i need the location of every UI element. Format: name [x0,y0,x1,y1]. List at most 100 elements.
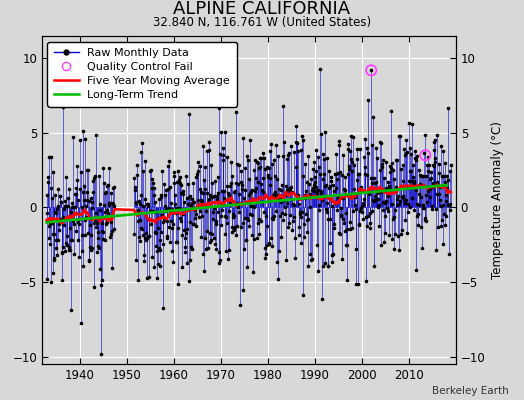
Point [405,120,413,126]
Point [182,230,190,236]
Point [239,195,248,201]
Point [219,157,227,164]
Point [291,234,299,241]
Point [105,165,113,172]
Point [83,188,91,195]
Point [146,207,155,214]
Point [333,207,342,214]
Point [201,185,209,192]
Point [226,198,235,204]
Point [336,169,344,175]
Point [268,160,276,167]
Point [350,162,358,168]
Point [372,178,380,185]
Point [406,204,414,210]
Point [204,199,212,205]
Point [241,165,249,172]
Point [57,199,65,206]
Point [416,172,424,179]
Point [344,146,352,153]
Point [349,134,357,140]
Point [69,134,78,140]
Point [42,210,51,216]
Point [46,154,54,160]
Point [429,163,438,169]
Point [332,185,341,191]
Point [209,216,217,222]
Point [245,192,254,198]
Point [267,235,275,241]
Point [442,213,450,220]
Point [362,172,370,178]
Point [326,216,334,222]
Point [213,209,222,215]
Point [399,161,407,168]
Point [329,251,337,258]
Point [139,168,148,174]
Point [260,255,269,261]
Point [303,229,311,236]
Point [367,67,375,74]
Point [70,204,78,210]
Point [415,202,423,208]
Point [153,274,161,281]
Point [228,214,237,220]
Point [49,169,57,175]
Point [138,226,146,232]
Point [412,267,420,273]
Point [199,142,208,149]
Point [70,220,79,227]
Point [170,180,179,186]
Point [308,256,316,262]
Point [219,152,227,158]
Point [196,234,205,240]
Point [401,200,409,206]
Point [357,204,365,211]
Point [301,187,310,194]
Point [204,147,213,153]
Point [258,199,266,205]
Point [58,249,67,256]
Point [383,186,391,192]
Point [93,219,101,226]
Point [429,162,437,168]
Point [102,182,111,189]
Point [347,133,355,139]
Point [402,197,411,203]
Point [360,196,368,203]
Point [446,207,455,213]
Point [44,178,52,185]
Point [229,210,237,217]
Point [355,220,364,227]
Point [195,186,204,192]
Point [278,182,287,188]
Point [402,230,411,236]
Point [242,237,250,243]
Point [276,213,285,220]
Point [261,213,270,220]
Point [219,144,227,151]
Point [277,234,286,240]
Point [43,276,51,283]
Point [332,151,340,158]
Point [267,141,276,148]
Point [179,190,188,197]
Point [130,174,139,181]
Point [270,190,278,197]
Point [400,196,408,202]
Point [307,176,315,183]
Point [138,140,147,146]
Point [71,190,80,197]
Point [178,264,186,270]
Point [265,165,274,171]
Point [331,171,340,178]
Point [279,152,287,159]
Point [347,156,355,162]
Point [107,218,115,225]
Point [255,165,264,172]
Point [46,220,54,227]
Point [432,247,440,254]
Point [48,220,56,226]
Point [158,218,167,225]
Point [318,296,326,302]
